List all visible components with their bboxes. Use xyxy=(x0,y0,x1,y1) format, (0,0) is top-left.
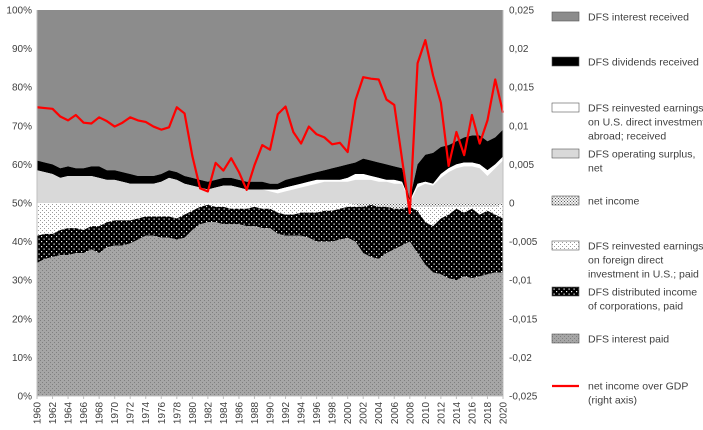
legend-label: DFS interest paid xyxy=(588,334,669,346)
legend-swatch xyxy=(551,195,580,206)
net-income-gdp-line xyxy=(36,39,505,215)
y-tick-left: 40% xyxy=(12,237,32,248)
x-tick-label: 1996 xyxy=(312,401,323,424)
legend-swatch xyxy=(551,148,580,159)
legend: DFS interest received DFS dividends recei… xyxy=(551,11,703,407)
y-tick-left: 30% xyxy=(12,276,32,287)
x-tick-label: 1986 xyxy=(234,401,245,424)
y-tick-left: 70% xyxy=(12,121,32,132)
x-tick-label: 1966 xyxy=(79,401,90,424)
legend-label: net income xyxy=(588,196,640,208)
y-tick-right: -0,005 xyxy=(509,237,538,248)
x-tick-label: 1960 xyxy=(33,401,44,424)
y-tick-right: 0,01 xyxy=(509,121,529,132)
x-tick-label: 1992 xyxy=(281,401,292,424)
legend-label: DFS operating surplus, net xyxy=(588,149,695,175)
x-tick-label: 1994 xyxy=(297,401,308,424)
area-dividends-received xyxy=(37,129,503,202)
x-tick-label: 2020 xyxy=(499,401,510,424)
x-tick-label: 2004 xyxy=(374,401,385,424)
legend-swatch xyxy=(551,333,580,344)
x-tick-label: 2016 xyxy=(467,401,478,424)
y-tick-right: 0,02 xyxy=(509,44,529,55)
x-tick-label: 1968 xyxy=(95,401,106,424)
legend-swatch xyxy=(551,286,580,297)
x-tick-label: 2002 xyxy=(359,401,370,424)
y-tick-right: -0,02 xyxy=(509,353,532,364)
area-operating-surplus xyxy=(37,160,503,203)
x-tick-label: 1964 xyxy=(64,401,75,424)
y-tick-left: 80% xyxy=(12,83,32,94)
x-tick-label: 2014 xyxy=(452,401,463,424)
legend-swatch xyxy=(551,102,580,113)
line-layer xyxy=(36,39,505,215)
y-tick-right: 0 xyxy=(509,199,515,210)
x-tick-label: 2012 xyxy=(436,401,447,424)
x-tick-label: 1984 xyxy=(219,401,230,424)
legend-swatch xyxy=(551,240,580,251)
legend-swatch xyxy=(551,11,580,22)
x-tick-label: 1982 xyxy=(203,401,214,424)
y-tick-left: 90% xyxy=(12,44,32,55)
y-tick-left: 10% xyxy=(12,353,32,364)
y-tick-right: 0,025 xyxy=(509,6,534,17)
y-tick-right: -0,01 xyxy=(509,276,532,287)
axes-layer: 0% 10% 20% 30% 40% 50% 60% 70% 80% 90% 100% -0,025 -… xyxy=(6,6,537,425)
legend-label: net income over GDP (right axis) xyxy=(588,381,688,407)
y-tick-left: 0% xyxy=(18,392,33,403)
legend-label: DFS distributed income of corporations, p… xyxy=(588,287,697,313)
legend-label: DFS reinvested earnings on U.S. direct in… xyxy=(588,103,703,143)
x-tick-label: 1976 xyxy=(157,401,168,424)
x-tick-label: 1998 xyxy=(328,401,339,424)
x-tick-label: 1970 xyxy=(110,401,121,424)
x-tick-label: 2010 xyxy=(421,401,432,424)
area-interest-paid xyxy=(37,222,503,396)
legend-swatch xyxy=(551,56,580,67)
y-tick-right: 0,005 xyxy=(509,160,534,171)
x-tick-label: 2000 xyxy=(343,401,354,424)
x-tick-label: 2018 xyxy=(483,401,494,424)
y-tick-left: 100% xyxy=(6,6,32,17)
y-tick-left: 60% xyxy=(12,160,32,171)
x-tick-label: 2006 xyxy=(390,401,401,424)
y-tick-right: -0,025 xyxy=(509,392,538,403)
area-interest-received xyxy=(37,10,503,200)
x-tick-label: 2008 xyxy=(405,401,416,424)
legend-label: DFS reinvested earnings on foreign direct… xyxy=(588,241,703,281)
x-tick-label: 1980 xyxy=(188,401,199,424)
areas-layer xyxy=(37,10,503,396)
x-tick-label: 1972 xyxy=(126,401,137,424)
x-tick-label: 1988 xyxy=(250,401,261,424)
legend-label: DFS interest received xyxy=(588,12,689,24)
y-tick-left: 20% xyxy=(12,314,32,325)
y-tick-right: 0,015 xyxy=(509,83,534,94)
legend-label: DFS dividends received xyxy=(588,57,699,69)
x-tick-label: 1974 xyxy=(141,401,152,424)
x-tick-label: 1990 xyxy=(266,401,277,424)
y-tick-right: -0,015 xyxy=(509,314,538,325)
area-distributed-income xyxy=(37,204,503,281)
x-tick-label: 1978 xyxy=(172,401,183,424)
x-tick-label: 1962 xyxy=(48,401,59,424)
y-tick-left: 50% xyxy=(12,199,32,210)
